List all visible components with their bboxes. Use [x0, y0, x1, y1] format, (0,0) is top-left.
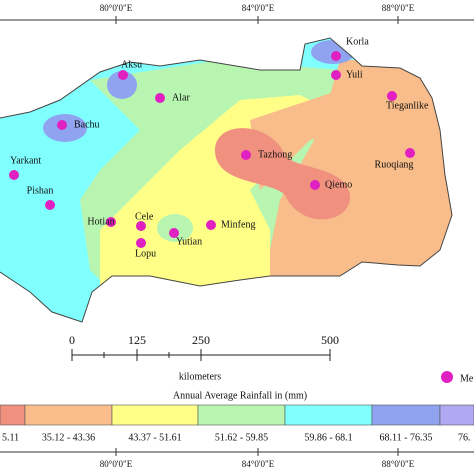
station-marker — [169, 228, 179, 238]
station-legend-label: Me — [460, 373, 474, 384]
region-outline — [0, 37, 453, 323]
scale-tick-label: 250 — [192, 333, 210, 347]
scale-tick-label: 500 — [321, 333, 339, 347]
station-label: Qiemo — [325, 179, 352, 190]
station-marker — [387, 91, 397, 101]
station-marker — [45, 200, 55, 210]
legend-class-label: 35.12 - 43.36 — [42, 432, 95, 443]
station-label: Hotian — [87, 216, 114, 227]
legend-title: Annual Average Rainfall in (mm) — [173, 390, 307, 401]
station-marker — [241, 150, 251, 160]
legend-class-label: 51.62 - 59.85 — [215, 432, 268, 443]
station-marker — [331, 51, 341, 61]
station-label: Alar — [172, 92, 190, 103]
station-marker — [405, 148, 415, 158]
scale-bar — [71, 349, 331, 361]
legend-swatch — [0, 404, 26, 426]
station-label: Pishan — [27, 185, 54, 196]
station-marker — [155, 93, 165, 103]
station-label: Cele — [135, 211, 154, 222]
station-label: Minfeng — [221, 219, 255, 230]
station-label: Yuli — [346, 69, 363, 80]
scale-tick-label: 0 — [69, 333, 75, 347]
legend-swatch — [197, 404, 286, 426]
station-marker — [136, 238, 146, 248]
legend-swatch — [24, 404, 113, 426]
station-label: Tieganlike — [386, 100, 429, 111]
station-label: Ruoqiang — [375, 159, 414, 170]
lon-label-bottom: 88°0'0"E — [382, 459, 415, 469]
station-marker — [57, 120, 67, 130]
station-marker — [9, 170, 19, 180]
rainfall-zones — [0, 38, 452, 322]
scale-unit: kilometers — [179, 371, 221, 382]
legend-class-label: 68.11 - 76.35 — [380, 432, 433, 443]
legend-class-label: 5.11 — [2, 432, 19, 443]
lon-label-bottom: 84°0'0"E — [242, 459, 275, 469]
station-marker — [118, 70, 128, 80]
station-label: Bachu — [74, 119, 100, 130]
station-label: Aksu — [121, 59, 142, 70]
station-marker — [106, 217, 116, 227]
station-label: Yutian — [176, 236, 202, 247]
station-marker — [310, 180, 320, 190]
station-label: Korla — [346, 36, 369, 47]
station-label: Tazhong — [258, 149, 292, 160]
station-marker — [136, 221, 146, 231]
legend-class-label: 76. — [458, 432, 471, 443]
legend-class-label: 59.86 - 68.1 — [304, 432, 352, 443]
station-marker — [206, 220, 216, 230]
legend-swatch — [111, 404, 199, 426]
legend-swatch — [439, 404, 474, 426]
legend-swatch — [371, 404, 441, 426]
lon-label-top: 80°0'0"E — [100, 3, 133, 13]
legend-swatch — [284, 404, 373, 426]
station-label: Lopu — [135, 248, 156, 259]
legend-class-label: 43.37 - 51.61 — [128, 432, 181, 443]
lon-label-top: 84°0'0"E — [242, 3, 275, 13]
station-legend-marker — [441, 371, 453, 383]
station-label: Yarkant — [10, 155, 41, 166]
lon-label-bottom: 80°0'0"E — [100, 459, 133, 469]
scale-tick-label: 125 — [128, 333, 146, 347]
lon-label-top: 88°0'0"E — [382, 3, 415, 13]
station-marker — [331, 70, 341, 80]
